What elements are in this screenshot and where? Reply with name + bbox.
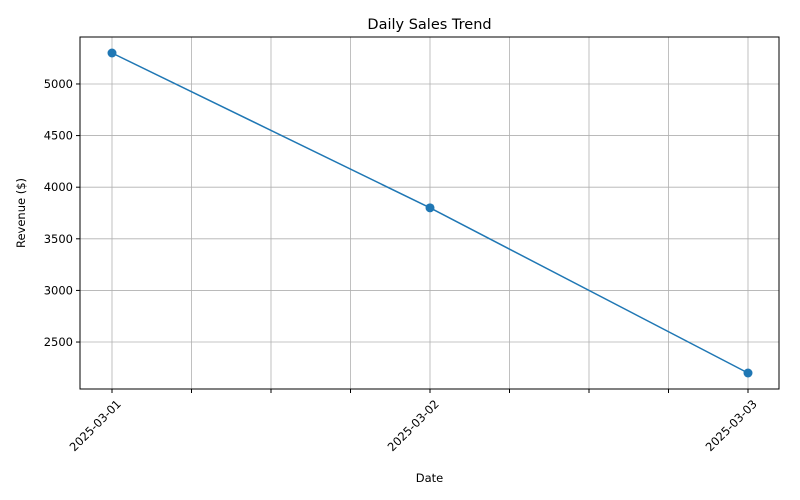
y-tick-label: 5000 xyxy=(44,77,73,91)
y-tick-label: 2500 xyxy=(44,335,73,349)
axis-ticks: 2025-03-01 2025-03-02 2025-03-03 2500 3000 35… xyxy=(44,77,760,454)
y-tick-label: 3500 xyxy=(44,232,73,246)
series-points xyxy=(107,48,753,378)
x-axis-label: Date xyxy=(416,471,444,485)
y-tick-label: 4500 xyxy=(44,129,73,143)
grid-lines xyxy=(80,37,779,389)
x-tick-label: 2025-03-01 xyxy=(67,397,124,454)
y-tick-label: 4000 xyxy=(44,180,73,194)
y-axis-label: Revenue ($) xyxy=(14,178,28,248)
plot-frame xyxy=(79,36,780,390)
chart-title: Daily Sales Trend xyxy=(367,17,491,33)
data-point xyxy=(743,368,753,378)
y-tick-label: 3000 xyxy=(44,283,73,297)
x-tick-label: 2025-03-02 xyxy=(385,397,442,454)
data-point xyxy=(425,203,435,213)
x-tick-label: 2025-03-03 xyxy=(703,397,760,454)
data-point xyxy=(107,48,117,58)
